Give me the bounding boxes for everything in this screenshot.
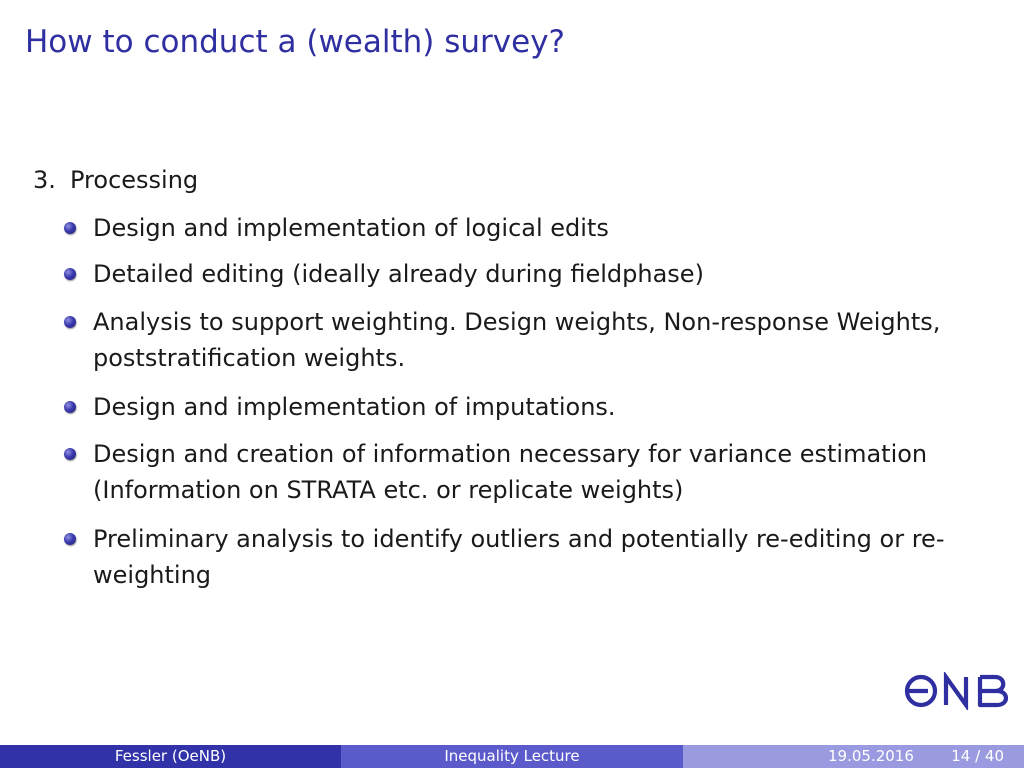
bullet-icon (64, 533, 76, 545)
bullet-icon (64, 401, 76, 413)
bullet-text: Detailed editing (ideally already during… (93, 260, 704, 288)
bullet-icon (64, 448, 76, 460)
slide-title: How to conduct a (wealth) survey? (25, 24, 565, 60)
enumerated-item-processing: 3. Processing (33, 166, 198, 194)
bullet-icon (64, 222, 76, 234)
footer-page-number: 14 / 40 (951, 747, 1004, 765)
bullet-text: Preliminary analysis to identify outlier… (93, 525, 945, 589)
footer-bar: Fessler (OeNB) Inequality Lecture 19.05.… (0, 745, 1024, 768)
onb-logo-icon (904, 672, 1009, 710)
footer-lecture-title: Inequality Lecture (341, 745, 683, 768)
footer-date-page: 19.05.2016 14 / 40 (683, 745, 1024, 768)
bullet-icon (64, 316, 76, 328)
bullet-icon (64, 268, 76, 280)
bullet-text: Design and implementation of imputations… (93, 393, 616, 421)
bullet-item: Design and creation of information neces… (64, 436, 993, 508)
bullet-text: Analysis to support weighting. Design we… (93, 308, 941, 372)
bullet-item: Design and implementation of imputations… (64, 389, 993, 425)
bullet-item: Preliminary analysis to identify outlier… (64, 521, 993, 593)
bullet-item: Detailed editing (ideally already during… (64, 256, 993, 292)
enumeration-number: 3. (33, 166, 56, 194)
bullet-text: Design and implementation of logical edi… (93, 214, 609, 242)
enumeration-label: Processing (70, 166, 199, 194)
bullet-item: Analysis to support weighting. Design we… (64, 304, 993, 376)
footer-author: Fessler (OeNB) (0, 745, 341, 768)
footer-date: 19.05.2016 (828, 747, 914, 765)
bullet-item: Design and implementation of logical edi… (64, 210, 993, 246)
bullet-text: Design and creation of information neces… (93, 440, 928, 504)
